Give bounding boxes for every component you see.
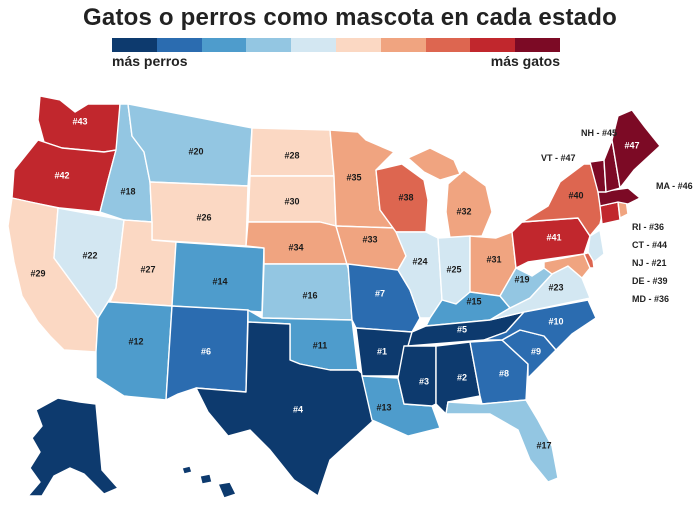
rank-label-MN: #35 [346, 172, 361, 182]
rank-label-UT: #27 [140, 264, 155, 274]
state-FL[interactable] [445, 399, 559, 483]
rank-label-AL: #2 [457, 372, 467, 382]
rank-label-ID: #18 [120, 186, 135, 196]
rank-label-NE: #34 [288, 242, 303, 252]
state-AK[interactable] [27, 397, 119, 497]
label-MD: MD - #36 [632, 294, 670, 304]
rank-label-WI: #38 [398, 192, 413, 202]
label-VT: VT - #47 [541, 153, 576, 163]
rank-label-IL: #24 [412, 256, 427, 266]
label-RI: RI - #36 [632, 222, 665, 232]
legend-swatch-2 [156, 38, 202, 52]
state-NJ[interactable] [587, 229, 605, 263]
map-title: Gatos o perros como mascota en cada esta… [83, 4, 617, 31]
rank-label-CA: #29 [30, 268, 45, 278]
rank-label-CO: #14 [212, 276, 227, 286]
rank-label-AZ: #12 [128, 336, 143, 346]
label-CT: CT - #44 [632, 240, 668, 250]
legend-label-more-cats: más gatos [490, 53, 560, 69]
state-WI[interactable] [375, 163, 429, 233]
legend-swatch-6 [335, 38, 381, 52]
rank-label-OH: #31 [486, 254, 501, 264]
rank-label-MT: #20 [188, 146, 203, 156]
rank-label-MS: #3 [419, 376, 429, 386]
legend-swatch-4 [246, 38, 292, 52]
rank-label-NV: #22 [82, 250, 97, 260]
rank-label-AR: #1 [377, 346, 387, 356]
rank-label-MI: #32 [456, 206, 471, 216]
legend-swatch-10 [515, 38, 560, 52]
rank-label-SC: #9 [531, 346, 541, 356]
rank-label-ME: #47 [624, 140, 639, 150]
state-AZ[interactable] [95, 301, 173, 401]
rank-label-SD: #30 [284, 196, 299, 206]
legend-swatch-8 [425, 38, 471, 52]
rank-label-PA: #41 [546, 232, 561, 242]
state-MI-upper[interactable] [407, 147, 461, 181]
rank-label-NM: #6 [201, 346, 211, 356]
label-DE: DE - #39 [632, 276, 668, 286]
legend-swatch-1 [112, 38, 157, 52]
rank-label-OR: #42 [54, 170, 69, 180]
rank-label-NC: #10 [548, 316, 563, 326]
rank-label-IN: #25 [446, 264, 461, 274]
state-MA[interactable] [597, 187, 641, 207]
legend-label-more-dogs: más perros [112, 53, 188, 69]
legend-swatch-3 [201, 38, 247, 52]
label-NH: NH - #45 [581, 128, 618, 138]
legend-swatch-9 [470, 38, 516, 52]
state-IL[interactable] [395, 231, 443, 319]
rank-label-WY: #26 [196, 212, 211, 222]
label-NJ: NJ - #21 [632, 258, 667, 268]
rank-label-TX: #4 [293, 404, 303, 414]
legend-swatch-7 [380, 38, 426, 52]
rank-label-OK: #11 [313, 340, 328, 350]
rank-label-ND: #28 [284, 150, 299, 160]
rank-label-KS: #16 [302, 290, 317, 300]
state-HI[interactable] [181, 465, 237, 499]
label-MA: MA - #46 [656, 181, 693, 191]
state-MS[interactable] [397, 345, 437, 407]
color-legend [112, 38, 560, 52]
rank-label-WA: #43 [72, 116, 87, 126]
rank-label-WV: #19 [514, 274, 529, 284]
rank-label-TN: #5 [457, 324, 467, 334]
rank-label-MO: #7 [375, 288, 385, 298]
rank-label-IA: #33 [362, 234, 377, 244]
rank-label-VA: #23 [548, 282, 563, 292]
state-ME[interactable] [611, 109, 661, 189]
legend-swatch-5 [291, 38, 336, 52]
rank-label-FL: #17 [536, 440, 551, 450]
state-TX[interactable] [195, 321, 375, 497]
rank-label-GA: #8 [499, 368, 509, 378]
state-NC[interactable] [483, 299, 597, 351]
state-MI[interactable] [445, 169, 493, 239]
rank-label-KY: #15 [466, 296, 481, 306]
rank-label-NY: #40 [568, 190, 583, 200]
rank-label-LA: #13 [376, 402, 391, 412]
